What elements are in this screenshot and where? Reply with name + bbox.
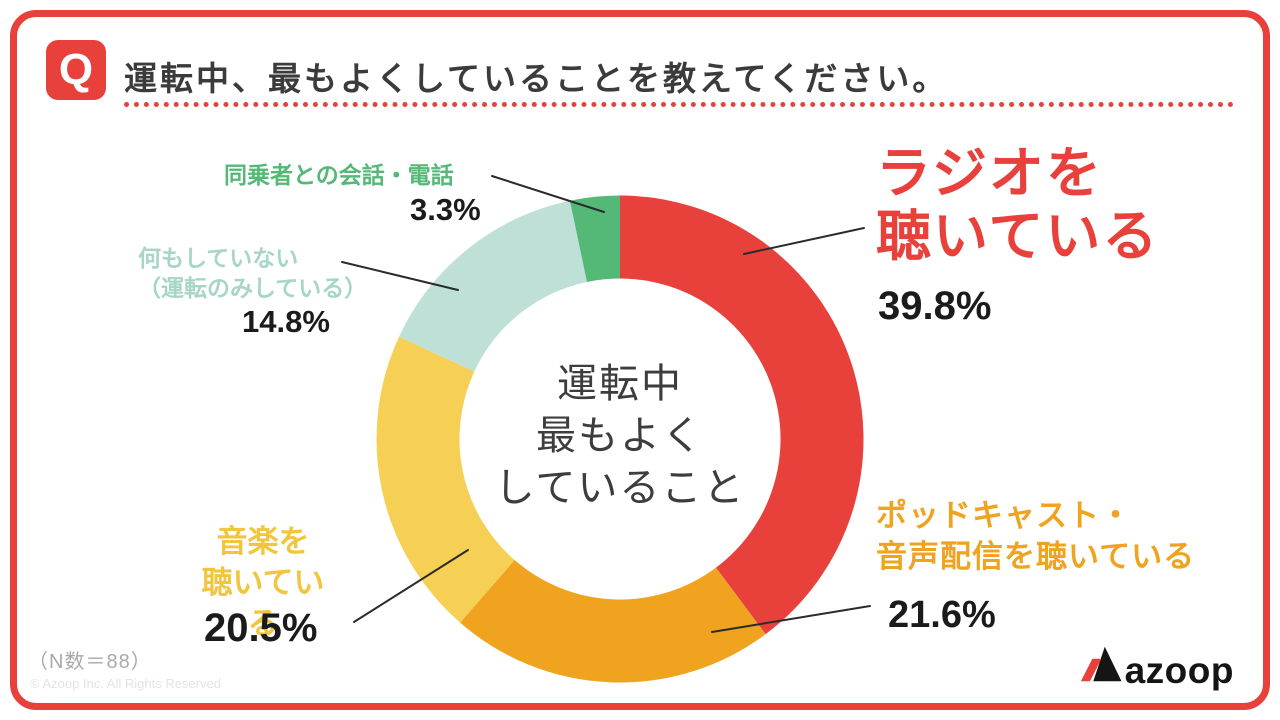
callout-music-label: 音楽を 聴いている bbox=[201, 524, 325, 641]
donut-segment-2 bbox=[376, 336, 516, 623]
azoop-logo-text: azoop bbox=[1124, 649, 1234, 691]
callout-radio-value: 39.8% bbox=[878, 284, 992, 328]
question-badge-letter: Q bbox=[58, 45, 94, 94]
leader-line-music bbox=[353, 549, 469, 623]
dotted-divider bbox=[124, 102, 1234, 107]
azoop-logo-mark-icon bbox=[1078, 645, 1122, 688]
callout-radio-label: ラジオを 聴いている bbox=[876, 142, 1160, 268]
donut-segment-1 bbox=[460, 559, 766, 683]
donut-center-label: 運転中 最もよく していること bbox=[494, 362, 746, 510]
callout-podcast-label: ポッドキャスト・ 音声配信を聴いている bbox=[876, 498, 1196, 574]
leader-line-podcast bbox=[711, 605, 871, 633]
leader-line-radio bbox=[743, 227, 865, 255]
donut-segment-0 bbox=[619, 195, 864, 635]
sample-size-note: （N数＝88） bbox=[28, 651, 152, 673]
question-badge: Q bbox=[46, 40, 106, 100]
azoop-logo: azoop bbox=[1078, 645, 1234, 691]
donut-segments bbox=[376, 195, 864, 683]
callout-podcast-value: 21.6% bbox=[888, 594, 996, 636]
copyright-text: © Azoop Inc. All Rights Reserved bbox=[30, 676, 221, 691]
page-title: 運転中、最もよくしていることを教えてください。 bbox=[124, 60, 949, 97]
callout-nothing-label: 何もしていない （運転のみしている） bbox=[138, 245, 368, 301]
donut-segment-3 bbox=[399, 200, 588, 373]
callout-talk-label: 同乗者との会話・電話 bbox=[224, 162, 454, 188]
leader-line-talk bbox=[491, 175, 605, 213]
donut-segment-4 bbox=[569, 195, 622, 283]
leader-line-nothing bbox=[341, 261, 459, 291]
callout-music-value: 20.5% bbox=[204, 606, 318, 650]
callout-talk-value: 3.3% bbox=[410, 192, 481, 227]
page-frame bbox=[10, 10, 1270, 710]
callout-nothing-value: 14.8% bbox=[242, 304, 330, 339]
